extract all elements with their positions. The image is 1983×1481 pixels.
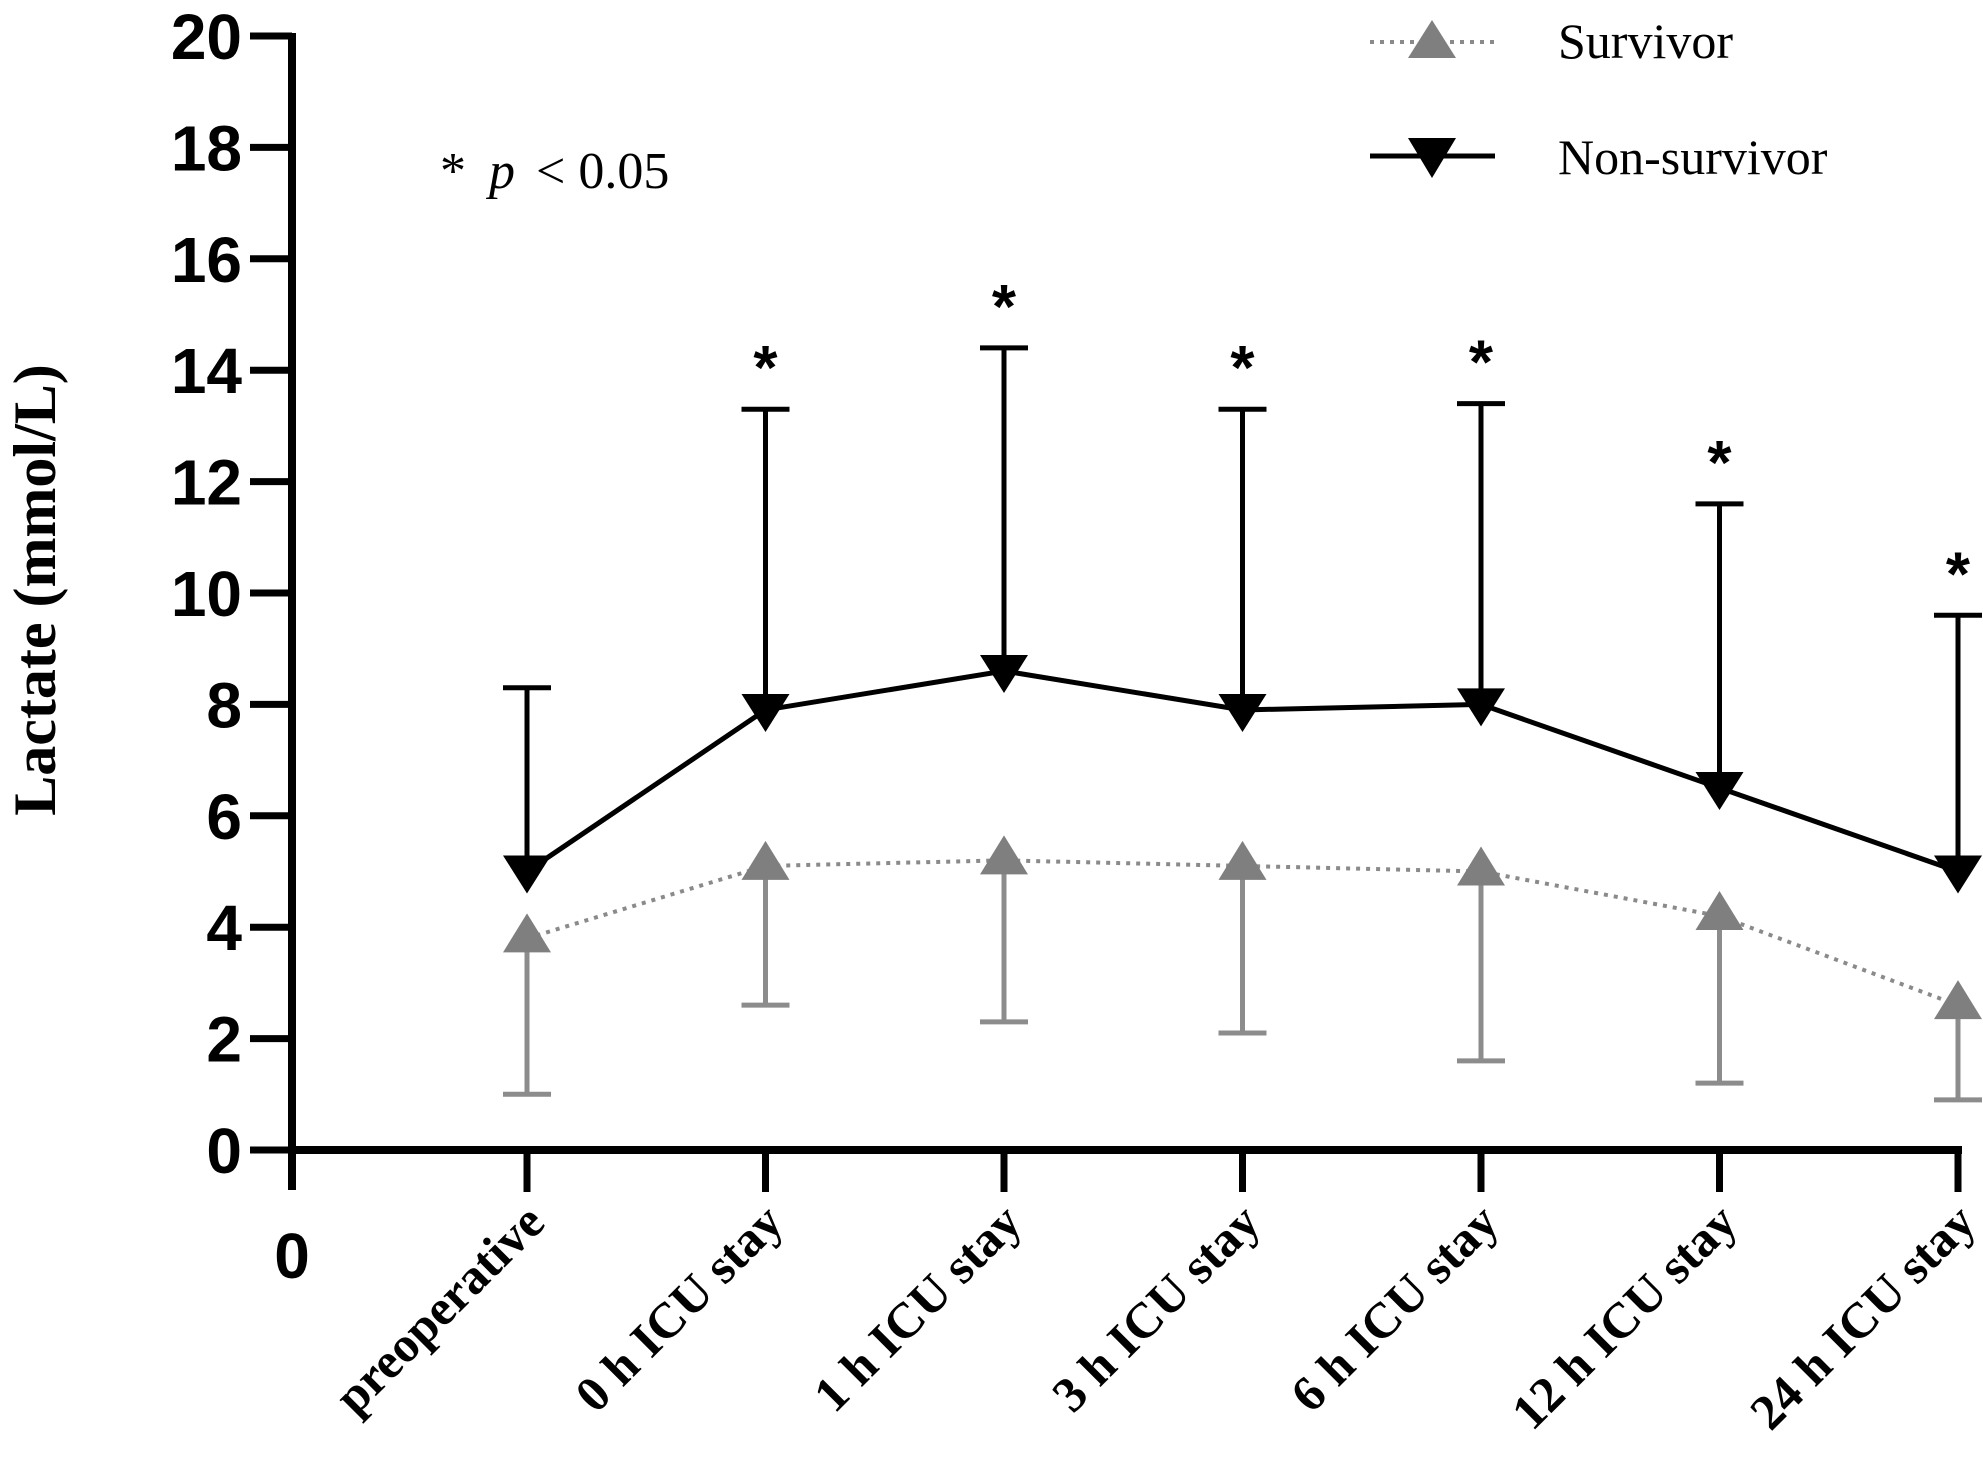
- non-survivor-point-5: [1457, 688, 1505, 727]
- x-tick-label-5: 6 h ICU stay: [1280, 1193, 1509, 1422]
- x-origin-label: 0: [274, 1220, 310, 1292]
- significance-star-2: *: [753, 334, 778, 403]
- y-tick-label-18: 18: [171, 112, 242, 184]
- non-survivor-point-2: [741, 693, 790, 732]
- legend-non-survivor-label: Non-survivor: [1558, 129, 1828, 185]
- p-note-star: *: [440, 143, 466, 200]
- survivor-point-3: [980, 835, 1028, 875]
- significance-star-7: *: [1946, 540, 1971, 609]
- significance-star-4: *: [1230, 334, 1255, 403]
- y-tick-label-12: 12: [171, 447, 242, 519]
- x-tick-label-6: 12 h ICU stay: [1500, 1193, 1747, 1440]
- non-survivor-point-7: [1934, 855, 1982, 894]
- x-tick-label-1: preoperative: [323, 1193, 554, 1424]
- y-axis-title: Lactate (mmol/L): [2, 364, 68, 816]
- legend-non-survivor-marker: [1408, 138, 1456, 178]
- p-note-threshold: < 0.05: [536, 143, 669, 200]
- survivor-point-7: [1934, 980, 1982, 1020]
- y-tick-label-8: 8: [206, 669, 242, 741]
- legend-survivor-label: Survivor: [1558, 13, 1733, 69]
- significance-star-5: *: [1469, 329, 1494, 398]
- x-tick-label-4: 3 h ICU stay: [1041, 1193, 1270, 1422]
- x-tick-label-7: 24 h ICU stay: [1739, 1193, 1983, 1440]
- non-survivor-point-4: [1218, 693, 1267, 732]
- survivor-point-5: [1457, 846, 1505, 886]
- survivor-point-2: [741, 840, 790, 880]
- y-tick-label-16: 16: [171, 224, 242, 296]
- legend-entry-survivor: Survivor: [1370, 13, 1733, 69]
- survivor-point-6: [1695, 891, 1744, 931]
- non-survivor-point-1: [503, 855, 551, 894]
- series-survivor: [503, 835, 1982, 1103]
- y-tick-label-10: 10: [171, 558, 242, 630]
- legend-entry-non-survivor: Non-survivor: [1370, 129, 1828, 185]
- y-tick-label-2: 2: [206, 1004, 242, 1076]
- significance-markers: * * * * * *: [753, 273, 1971, 609]
- legend-survivor-marker: [1408, 20, 1456, 58]
- legend: Survivor Non-survivor: [1370, 13, 1828, 185]
- x-tick-label-2: 0 h ICU stay: [564, 1193, 793, 1422]
- x-tick-label-3: 1 h ICU stay: [803, 1193, 1032, 1422]
- p-value-note: * p < 0.05: [440, 143, 669, 200]
- y-tick-label-0: 0: [206, 1115, 242, 1187]
- y-tick-label-14: 14: [171, 335, 243, 407]
- non-survivor-point-6: [1695, 771, 1744, 810]
- survivor-point-1: [503, 913, 551, 953]
- survivor-point-4: [1218, 840, 1267, 880]
- significance-star-6: *: [1707, 429, 1732, 498]
- non-survivor-point-3: [980, 654, 1028, 693]
- y-tick-label-20: 20: [171, 1, 242, 73]
- series-non-survivor: [503, 345, 1982, 894]
- significance-star-3: *: [992, 273, 1017, 342]
- y-tick-label-6: 6: [206, 781, 242, 853]
- y-tick-label-4: 4: [206, 892, 242, 964]
- p-note-p: p: [485, 143, 515, 200]
